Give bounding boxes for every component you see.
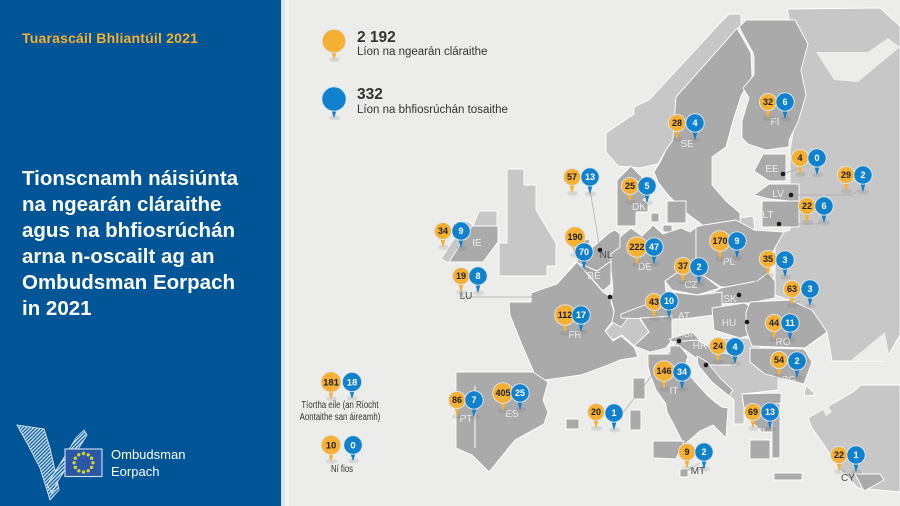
svg-text:3: 3 [807,284,812,294]
svg-text:IT: IT [670,386,679,397]
svg-text:9: 9 [684,447,689,457]
svg-text:CZ: CZ [684,280,697,291]
svg-text:405: 405 [495,388,510,398]
svg-text:86: 86 [452,395,462,405]
svg-text:DE: DE [638,262,652,273]
svg-text:4: 4 [797,153,802,163]
svg-text:57: 57 [567,172,577,182]
svg-text:9: 9 [734,236,739,246]
svg-text:24: 24 [713,341,723,351]
svg-text:MT: MT [691,466,705,477]
svg-text:25: 25 [625,181,635,191]
svg-text:44: 44 [769,318,779,328]
svg-text:AT: AT [678,311,690,322]
svg-text:70: 70 [579,247,589,257]
svg-text:EL: EL [756,427,769,438]
svg-text:222: 222 [629,242,644,252]
svg-text:43: 43 [649,297,659,307]
svg-text:BG: BG [782,375,797,386]
svg-text:54: 54 [774,355,784,365]
svg-text:RO: RO [776,337,791,348]
svg-text:19: 19 [456,271,466,281]
svg-text:3: 3 [782,255,787,265]
svg-text:BE: BE [587,271,601,282]
svg-text:SI: SI [683,329,692,340]
svg-text:25: 25 [515,388,525,398]
svg-text:34: 34 [438,226,448,236]
svg-text:146: 146 [656,366,671,376]
svg-text:13: 13 [585,172,595,182]
svg-text:ES: ES [505,409,519,420]
svg-text:HU: HU [722,318,736,329]
svg-text:9: 9 [458,226,463,236]
svg-text:Ombudsman: Ombudsman [111,447,185,462]
svg-text:5: 5 [644,181,649,191]
svg-text:PT: PT [460,414,473,425]
svg-text:22: 22 [802,201,812,211]
svg-text:22: 22 [834,450,844,460]
svg-text:181: 181 [323,377,340,388]
svg-text:10: 10 [326,440,337,451]
svg-text:10: 10 [664,296,674,306]
svg-text:1: 1 [853,450,858,460]
svg-text:Eorpach: Eorpach [111,464,159,479]
svg-text:2: 2 [794,356,799,366]
svg-text:34: 34 [677,367,687,377]
svg-text:112: 112 [558,310,573,320]
svg-text:32: 32 [763,97,773,107]
svg-text:CY: CY [841,473,855,484]
svg-text:13: 13 [765,407,775,417]
svg-text:2: 2 [860,170,865,180]
svg-text:2: 2 [701,447,706,457]
svg-text:11: 11 [785,318,795,328]
svg-text:0: 0 [350,440,355,451]
svg-text:LV: LV [772,189,784,200]
svg-text:1: 1 [611,408,616,418]
svg-text:170: 170 [712,236,727,246]
svg-text:HR: HR [693,341,707,352]
svg-text:6: 6 [821,201,826,211]
svg-text:4: 4 [732,342,737,352]
svg-text:29: 29 [841,170,851,180]
svg-text:6: 6 [782,97,787,107]
svg-text:FR: FR [568,330,581,341]
svg-text:20: 20 [591,407,601,417]
svg-text:8: 8 [475,271,480,281]
svg-text:17: 17 [576,310,586,320]
svg-text:0: 0 [814,153,819,163]
svg-text:37: 37 [678,261,688,271]
svg-text:PL: PL [723,257,736,268]
svg-text:LT: LT [763,210,774,221]
svg-text:190: 190 [567,232,582,242]
svg-text:FI: FI [771,117,780,128]
svg-text:63: 63 [787,284,797,294]
svg-text:69: 69 [748,407,758,417]
svg-text:LU: LU [460,291,473,302]
svg-text:SK: SK [723,294,737,305]
svg-text:28: 28 [672,118,682,128]
svg-text:SE: SE [680,139,694,150]
svg-text:7: 7 [471,395,476,405]
svg-text:18: 18 [347,377,358,388]
svg-text:EE: EE [765,164,779,175]
svg-text:2: 2 [696,262,701,272]
svg-text:35: 35 [763,254,773,264]
svg-text:47: 47 [649,242,659,252]
svg-text:IE: IE [472,238,482,249]
svg-text:DK: DK [632,202,646,213]
svg-text:4: 4 [692,118,697,128]
svg-text:NL: NL [600,250,613,261]
